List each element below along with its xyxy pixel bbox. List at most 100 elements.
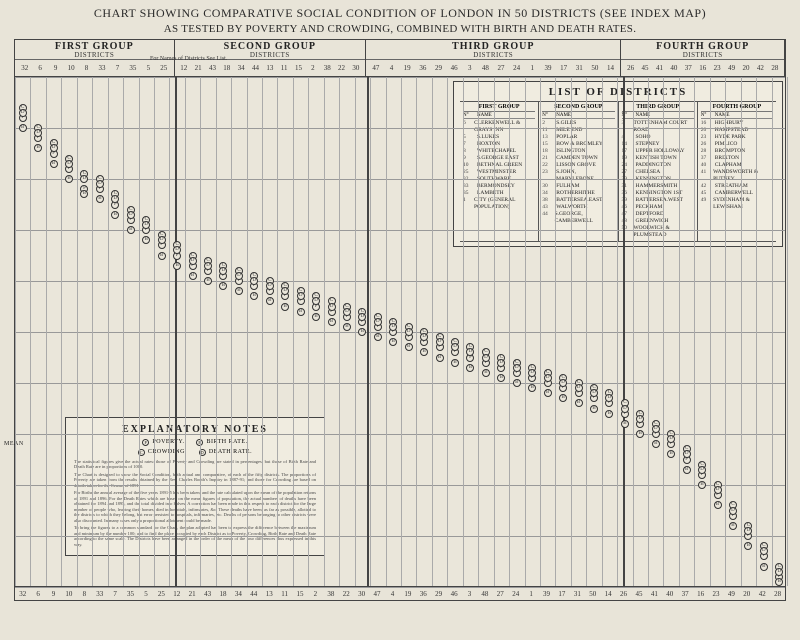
data-point-b: B xyxy=(343,323,351,331)
data-point-d: D xyxy=(451,343,459,351)
bottom-district-number: 15 xyxy=(292,590,307,598)
bottom-district-number: 47 xyxy=(369,590,384,598)
gridline-horizontal xyxy=(15,179,785,180)
district-number: 44 xyxy=(248,64,262,72)
list-group-column: SECOND GROUPN°NAME2S.GILES11MILE END13PO… xyxy=(539,102,618,241)
data-point-b: B xyxy=(19,124,27,132)
district-number: 42 xyxy=(753,64,767,72)
district-number: 28 xyxy=(768,64,782,72)
data-point-d: D xyxy=(65,160,73,168)
district-number: 7 xyxy=(110,64,125,72)
group-separator xyxy=(623,77,625,586)
explanatory-paragraph: The statistical figures give the actual … xyxy=(74,459,316,470)
gridline-vertical xyxy=(416,77,417,586)
bottom-district-number: 9 xyxy=(46,590,61,598)
data-point-b: B xyxy=(744,542,752,550)
group-subtitle: DISTRICTS xyxy=(621,51,784,59)
bottom-district-number: 19 xyxy=(400,590,415,598)
data-point-d: D xyxy=(328,303,336,311)
district-number: 14 xyxy=(603,64,619,72)
group-separator xyxy=(367,77,369,586)
data-point-d: D xyxy=(683,450,691,458)
data-point-b: B xyxy=(219,282,227,290)
gridline-vertical xyxy=(324,77,325,586)
bottom-district-number: 36 xyxy=(416,590,431,598)
data-point-b: B xyxy=(158,252,166,260)
data-point-d: D xyxy=(266,282,274,290)
data-point-d: D xyxy=(127,211,135,219)
district-list-item: 43WALWORTH xyxy=(542,204,614,211)
district-number: 1 xyxy=(524,64,540,72)
data-point-d: D xyxy=(652,425,660,433)
gridline-vertical xyxy=(293,77,294,586)
list-group-header: SECOND GROUP xyxy=(542,104,614,112)
bottom-district-number: 22 xyxy=(339,590,354,598)
data-point-d: D xyxy=(50,144,58,152)
data-point-d: D xyxy=(420,333,428,341)
data-point-b: B xyxy=(189,272,197,280)
district-number: 41 xyxy=(652,64,666,72)
data-point-b: B xyxy=(34,144,42,152)
data-point-d: D xyxy=(111,195,119,203)
data-point-b: B xyxy=(497,374,505,382)
bottom-district-number: 24 xyxy=(508,590,523,598)
gridline-vertical xyxy=(15,77,16,586)
district-number: 23 xyxy=(710,64,724,72)
district-list-item: 34ROTHERHITHE xyxy=(542,190,614,197)
bottom-district-number: 8 xyxy=(77,590,92,598)
data-point-b: B xyxy=(466,364,474,372)
data-point-b: B xyxy=(80,190,88,198)
data-point-b: B xyxy=(142,236,150,244)
bottom-district-number: 25 xyxy=(154,590,169,598)
data-point-d: D xyxy=(544,374,552,382)
data-point-d: D xyxy=(497,359,505,367)
data-point-d: D xyxy=(621,405,629,413)
data-point-d: D xyxy=(297,292,305,300)
bottom-district-number: 5 xyxy=(138,590,153,598)
data-point-d: D xyxy=(173,246,181,254)
gridline-vertical xyxy=(447,77,448,586)
bottom-district-number: 38 xyxy=(323,590,338,598)
bottom-district-number: 20 xyxy=(739,590,754,598)
district-number-row: 47419362946348272413917315014 xyxy=(366,59,620,76)
data-point-d: D xyxy=(204,262,212,270)
data-point-d: D xyxy=(590,389,598,397)
data-point-b: B xyxy=(65,175,73,183)
district-list-item: 23S.JOHN, MARYLEBONE xyxy=(542,169,614,183)
data-point-d: D xyxy=(744,527,752,535)
data-point-b: B xyxy=(652,440,660,448)
gridline-vertical xyxy=(30,77,31,586)
bottom-district-number: 37 xyxy=(677,590,692,598)
bottom-district-number: 44 xyxy=(246,590,261,598)
bottom-district-number: 34 xyxy=(231,590,246,598)
bottom-district-number: 28 xyxy=(770,590,785,598)
district-number: 31 xyxy=(571,64,587,72)
data-point-d: D xyxy=(389,323,397,331)
data-point-b: B xyxy=(590,405,598,413)
gridline-horizontal xyxy=(15,77,785,78)
gridline-vertical xyxy=(339,77,340,586)
gridline-horizontal xyxy=(15,587,785,588)
data-point-b: B xyxy=(729,522,737,530)
bottom-district-number: 2 xyxy=(308,590,323,598)
bottom-district-number: 31 xyxy=(570,590,585,598)
district-number: 16 xyxy=(696,64,710,72)
bottom-district-number: 14 xyxy=(600,590,615,598)
gridline-vertical xyxy=(386,77,387,586)
gridline-vertical xyxy=(741,77,742,586)
district-list-item: 18ISLINGTON xyxy=(542,148,614,155)
gridline-vertical xyxy=(525,77,526,586)
bottom-district-number: 29 xyxy=(431,590,446,598)
bottom-district-number: 18 xyxy=(215,590,230,598)
gridline-vertical xyxy=(772,77,773,586)
district-number: 43 xyxy=(205,64,219,72)
data-point-d: D xyxy=(436,338,444,346)
district-number: 24 xyxy=(509,64,525,72)
bottom-district-number: 4 xyxy=(385,590,400,598)
data-point-b: B xyxy=(528,384,536,392)
gridline-vertical xyxy=(494,77,495,586)
group-separator xyxy=(175,77,177,586)
data-point-d: D xyxy=(189,257,197,265)
gridline-vertical xyxy=(231,77,232,586)
data-point-d: D xyxy=(219,267,227,275)
